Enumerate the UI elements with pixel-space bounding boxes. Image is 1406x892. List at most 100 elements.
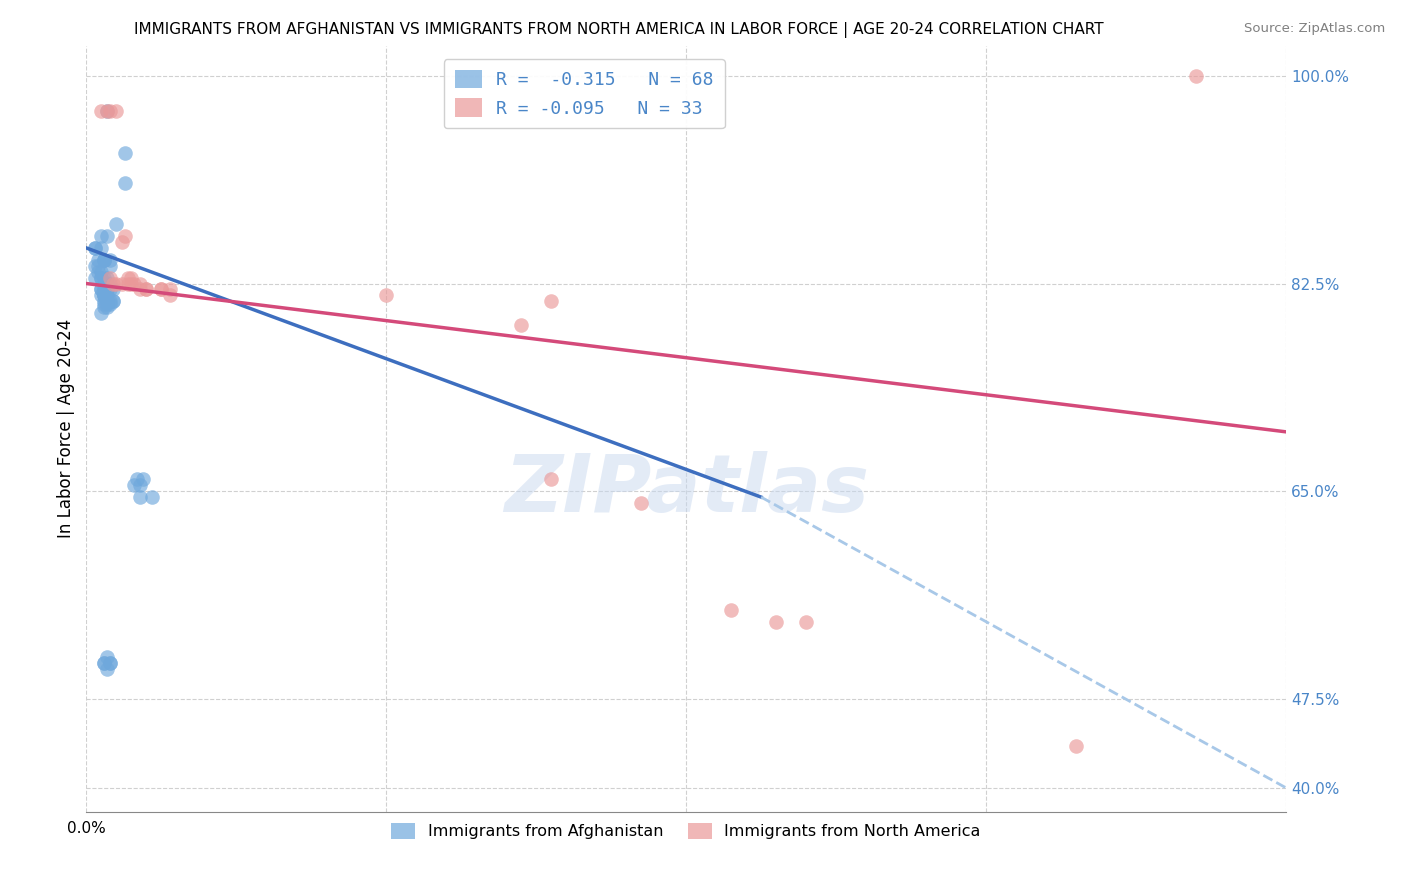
Point [93, 657, 115, 671]
Point [124, 277, 146, 291]
Point [93, 270, 115, 285]
Point [141, 490, 163, 504]
Point [90, 270, 112, 285]
Point [117, 270, 139, 285]
Point [90, 306, 112, 320]
Point [90, 288, 112, 302]
Point [540, 294, 562, 309]
Point [120, 270, 142, 285]
Point [720, 603, 742, 617]
Point [93, 283, 115, 297]
Point [93, 252, 115, 267]
Point [96, 283, 118, 297]
Point [84, 241, 107, 255]
Point [90, 229, 112, 244]
Point [127, 472, 149, 486]
Text: Source: ZipAtlas.com: Source: ZipAtlas.com [1244, 22, 1385, 36]
Point [105, 104, 128, 119]
Point [90, 283, 112, 297]
Point [96, 650, 118, 665]
Point [135, 283, 157, 297]
Point [87, 265, 110, 279]
Point [105, 277, 128, 291]
Point [135, 283, 157, 297]
Point [1064, 739, 1087, 754]
Point [114, 229, 136, 244]
Point [93, 294, 115, 309]
Point [159, 288, 181, 302]
Point [98, 283, 121, 297]
Point [96, 283, 118, 297]
Point [93, 283, 115, 297]
Point [96, 288, 118, 302]
Point [375, 288, 398, 302]
Point [630, 496, 652, 510]
Text: IMMIGRANTS FROM AFGHANISTAN VS IMMIGRANTS FROM NORTH AMERICA IN LABOR FORCE | AG: IMMIGRANTS FROM AFGHANISTAN VS IMMIGRANT… [134, 22, 1104, 38]
Point [93, 288, 115, 302]
Point [150, 283, 173, 297]
Point [103, 294, 125, 309]
Point [98, 270, 121, 285]
Point [93, 300, 115, 314]
Point [96, 229, 118, 244]
Legend: Immigrants from Afghanistan, Immigrants from North America: Immigrants from Afghanistan, Immigrants … [385, 816, 987, 846]
Point [111, 277, 134, 291]
Point [150, 283, 173, 297]
Point [90, 270, 112, 285]
Point [93, 288, 115, 302]
Point [90, 241, 112, 255]
Point [87, 259, 110, 273]
Point [1185, 69, 1208, 83]
Point [96, 277, 118, 291]
Point [103, 294, 125, 309]
Point [96, 283, 118, 297]
Point [93, 657, 115, 671]
Point [93, 288, 115, 302]
Point [120, 277, 142, 291]
Point [90, 283, 112, 297]
Point [96, 104, 118, 119]
Point [98, 252, 121, 267]
Point [98, 657, 121, 671]
Point [794, 615, 817, 629]
Point [124, 478, 146, 492]
Point [98, 104, 121, 119]
Point [87, 252, 110, 267]
Point [98, 296, 121, 310]
Point [159, 283, 181, 297]
Point [90, 265, 112, 279]
Point [98, 294, 121, 309]
Point [111, 235, 134, 249]
Point [103, 277, 125, 291]
Y-axis label: In Labor Force | Age 20-24: In Labor Force | Age 20-24 [58, 319, 75, 539]
Point [93, 252, 115, 267]
Point [96, 294, 118, 309]
Point [129, 478, 152, 492]
Point [84, 270, 107, 285]
Point [96, 270, 118, 285]
Point [96, 104, 118, 119]
Point [96, 300, 118, 314]
Text: ZIPatlas: ZIPatlas [503, 451, 869, 529]
Point [96, 296, 118, 310]
Point [114, 176, 136, 190]
Point [84, 241, 107, 255]
Point [129, 283, 152, 297]
Point [96, 294, 118, 309]
Point [84, 259, 107, 273]
Point [129, 490, 152, 504]
Point [90, 104, 112, 119]
Point [98, 657, 121, 671]
Point [105, 217, 128, 231]
Point [117, 277, 139, 291]
Point [96, 294, 118, 309]
Point [129, 277, 152, 291]
Point [765, 615, 787, 629]
Point [98, 277, 121, 291]
Point [98, 259, 121, 273]
Point [96, 277, 118, 291]
Point [96, 662, 118, 676]
Point [114, 146, 136, 161]
Point [93, 296, 115, 310]
Point [93, 252, 115, 267]
